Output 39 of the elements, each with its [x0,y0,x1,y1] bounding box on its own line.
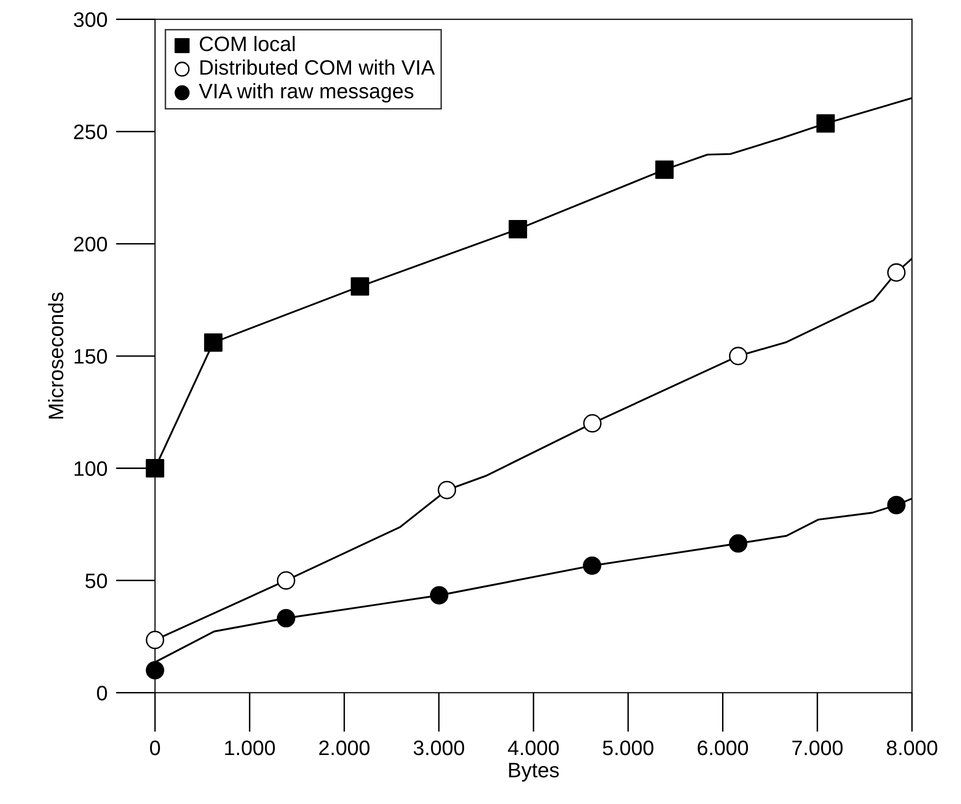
point [655,160,674,179]
x-tick-label: 8.000 [886,740,938,756]
y-tick-label: 100 [74,461,107,476]
y-tick-label: 0 [97,686,107,700]
point [816,114,835,133]
y-tick-label: 200 [74,236,107,252]
point [350,277,370,296]
x-tick-label: 6.000 [698,740,748,756]
x-tick-label: 2.000 [319,740,370,756]
x-tick-label: 7.000 [792,740,843,756]
x-tick-label: 1.000 [225,740,275,756]
point [276,609,296,628]
y-tick-label: 250 [74,124,107,140]
point [728,534,748,553]
point [146,630,164,650]
point [204,333,222,352]
point [583,414,602,433]
x-tick-label: 4.000 [508,740,559,756]
point [887,263,906,282]
point [582,556,602,575]
x-tick-label: 5.000 [602,740,654,756]
point [728,346,748,366]
y-axis-title: Microseconds [48,292,64,419]
point [276,571,296,590]
point [438,480,456,500]
x-axis-title: Bytes [509,762,559,782]
legend-label: COM local [200,36,295,52]
y-tick-label: 300 [74,12,107,28]
legend-label: VIA with raw messages [198,83,414,103]
y-tick-label: 50 [85,573,107,588]
x-tick-label: 0 [150,740,160,756]
x-tick-label: 3.000 [414,740,464,756]
point [146,661,164,680]
point [430,586,448,605]
legend-label: Distributed COM with VIA [200,60,435,75]
point [146,459,164,478]
y-tick-label: 150 [74,349,107,364]
point [508,220,528,238]
point [887,496,906,514]
